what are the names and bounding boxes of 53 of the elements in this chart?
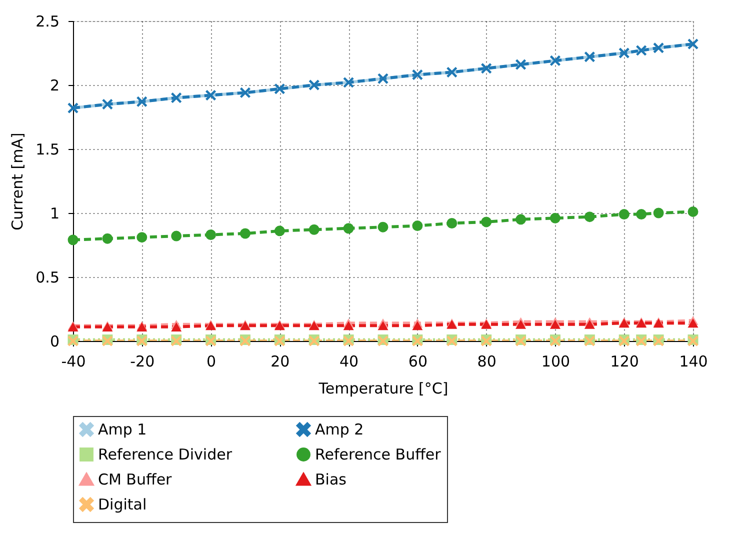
point bbox=[68, 234, 78, 246]
legend-label: Reference Divider bbox=[98, 446, 233, 464]
legend-label: Amp 2 bbox=[315, 420, 364, 439]
y-tick-label: 2.5 bbox=[36, 12, 60, 30]
point bbox=[378, 321, 388, 330]
point bbox=[171, 322, 182, 332]
legend-label: Reference Buffer bbox=[315, 446, 442, 464]
x-tick-label: 0 bbox=[206, 352, 216, 370]
point bbox=[171, 230, 182, 242]
y-tick-label: 1.5 bbox=[36, 140, 60, 158]
point bbox=[343, 223, 354, 234]
y-axis-title: Current [mA] bbox=[8, 132, 27, 230]
y-tick-label: 0 bbox=[50, 332, 60, 350]
point bbox=[516, 214, 526, 225]
point bbox=[584, 320, 595, 329]
point bbox=[343, 321, 354, 330]
x-tick-label: 60 bbox=[408, 352, 428, 370]
point bbox=[636, 209, 647, 220]
x-tick-label: 100 bbox=[541, 352, 570, 370]
x-tick-label: 20 bbox=[270, 352, 290, 370]
point bbox=[688, 318, 698, 328]
legend-label: Bias bbox=[315, 470, 347, 488]
point bbox=[136, 232, 148, 243]
point bbox=[516, 320, 526, 329]
x-tick-label: -20 bbox=[130, 352, 155, 370]
point bbox=[550, 320, 560, 329]
point bbox=[206, 230, 216, 240]
point bbox=[274, 226, 285, 236]
legend-label: Amp 1 bbox=[98, 420, 147, 439]
x-tick-label: 140 bbox=[679, 352, 708, 370]
point bbox=[550, 212, 560, 224]
point bbox=[584, 212, 595, 222]
x-tick-label: 40 bbox=[340, 352, 359, 370]
y-tick-label: 2 bbox=[50, 76, 60, 94]
point bbox=[240, 228, 250, 239]
point bbox=[412, 321, 423, 330]
legend-label: CM Buffer bbox=[98, 470, 173, 488]
point bbox=[481, 216, 492, 228]
x-tick-label: 80 bbox=[477, 352, 496, 370]
legend-label: Digital bbox=[98, 496, 147, 514]
point bbox=[653, 208, 664, 218]
point bbox=[378, 222, 388, 232]
point bbox=[412, 220, 423, 232]
x-tick-label: -40 bbox=[61, 352, 86, 370]
y-tick-label: 1 bbox=[50, 204, 60, 222]
y-tick-label: 0.5 bbox=[36, 268, 60, 286]
point bbox=[618, 209, 630, 220]
point bbox=[446, 218, 458, 228]
point bbox=[308, 224, 320, 235]
x-axis-title: Temperature [°C] bbox=[318, 380, 448, 398]
x-tick-label: 120 bbox=[610, 352, 639, 370]
point bbox=[688, 206, 698, 217]
point bbox=[102, 233, 113, 244]
